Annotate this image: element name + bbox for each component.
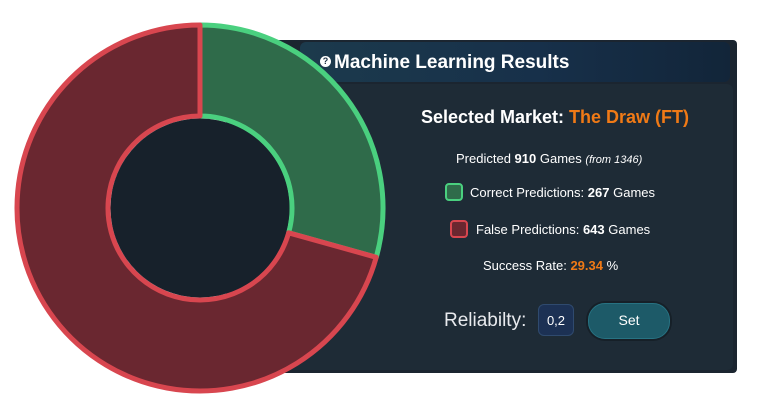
false-swatch [450, 220, 468, 238]
success-label: Success Rate: [483, 258, 567, 273]
correct-line: Correct Predictions: 267 Games [470, 185, 655, 200]
results-header [300, 42, 730, 82]
donut-slice-correct[interactable] [197, 22, 386, 260]
correct-count: 267 [587, 185, 610, 200]
success-line: Success Rate: 29.34 % [483, 258, 618, 273]
market-label: Selected Market: [420, 107, 565, 127]
donut-slice-false[interactable] [14, 22, 379, 394]
predicted-prefix: Predicted [456, 151, 511, 166]
correct-swatch [445, 183, 463, 201]
predicted-count: 910 [514, 151, 537, 166]
success-value: 29.34 [570, 258, 603, 273]
false-label: False Predictions: [476, 222, 580, 237]
success-unit: % [606, 258, 619, 273]
predicted-suffix: Games [539, 151, 582, 166]
market-value: The Draw (FT) [569, 107, 690, 127]
help-icon[interactable]: ? [320, 56, 331, 67]
set-button[interactable]: Set [588, 303, 670, 339]
predicted-from: (from 1346) [585, 154, 643, 166]
correct-label: Correct Predictions: [470, 185, 585, 200]
false-count: 643 [582, 222, 605, 237]
reliability-label: Reliabilty: [444, 310, 527, 331]
header-title: Machine Learning Results [334, 52, 570, 73]
donut-hole [110, 118, 290, 298]
reliability-input[interactable] [538, 304, 574, 336]
predicted-line: Predicted 910 Games (from 1346) [456, 151, 642, 166]
selected-market: Selected Market: The Draw (FT) [380, 107, 730, 128]
false-unit: Games [608, 222, 651, 237]
false-line: False Predictions: 643 Games [476, 222, 650, 237]
correct-unit: Games [613, 185, 656, 200]
